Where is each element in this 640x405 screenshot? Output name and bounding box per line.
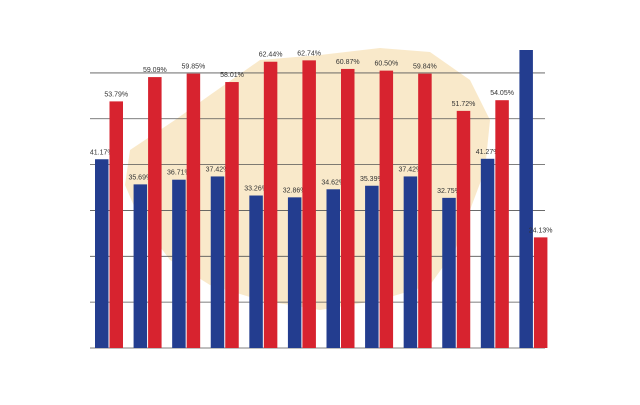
value-label: 32.86% (283, 187, 307, 194)
bar (379, 70, 394, 348)
value-label: 32.75% (437, 188, 461, 195)
bar (495, 100, 509, 348)
value-label: 60.50% (374, 61, 398, 68)
bar (225, 82, 239, 349)
value-label: 53.79% (104, 91, 128, 98)
bar (210, 176, 225, 348)
value-label: 35.39% (360, 176, 384, 183)
bar (95, 159, 109, 348)
value-label: 51.72% (452, 101, 476, 108)
value-label: 54.05% (490, 90, 514, 97)
bar (480, 158, 495, 348)
value-label: 35.69% (128, 174, 152, 181)
bar (249, 195, 263, 348)
value-label: 60.87% (336, 59, 360, 66)
bar (418, 73, 432, 348)
value-label: 62.74% (297, 50, 321, 57)
bar (403, 176, 418, 348)
bar (263, 61, 278, 349)
bar (442, 197, 456, 348)
bar (533, 237, 548, 348)
value-label: 24.13% (529, 227, 553, 234)
bar (109, 101, 123, 348)
bar (456, 110, 471, 348)
value-label: 58.01% (220, 72, 244, 79)
value-label: 41.17% (90, 149, 114, 156)
value-label: 33.26% (244, 186, 268, 193)
value-label: 36.71% (167, 170, 191, 177)
value-label: 37.42% (206, 166, 230, 173)
bar (186, 73, 201, 348)
bar (326, 189, 340, 348)
bar (287, 197, 302, 348)
value-label: 34.62% (321, 179, 345, 186)
bar (172, 179, 186, 348)
value-label: 59.84% (413, 64, 437, 71)
bar (302, 60, 316, 348)
value-label: 59.85% (182, 64, 206, 71)
value-label: 37.42% (399, 166, 423, 173)
bar (133, 184, 148, 348)
value-label: 62.44% (259, 52, 283, 59)
bar (519, 50, 533, 348)
bar (148, 77, 162, 348)
value-label: 41.27% (476, 149, 500, 156)
bar (341, 68, 355, 349)
value-label: 59.09% (143, 67, 167, 74)
bar (365, 185, 379, 348)
